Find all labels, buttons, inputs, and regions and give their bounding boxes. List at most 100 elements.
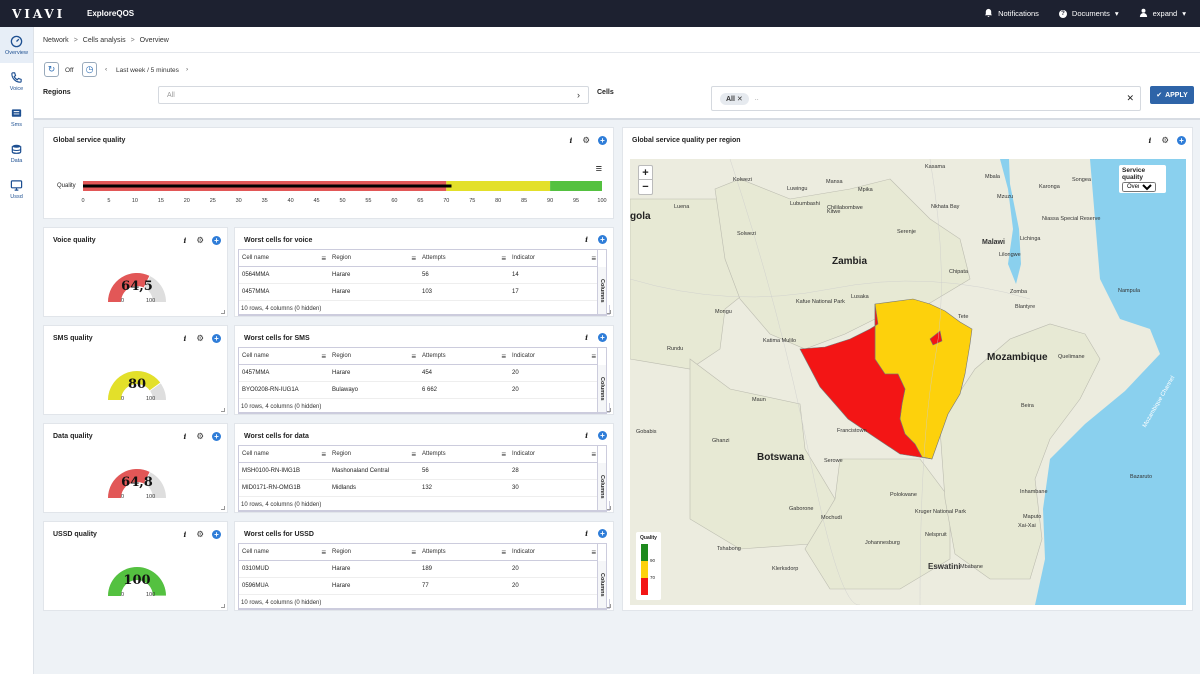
gear-icon[interactable]: ⚙ xyxy=(196,529,204,539)
cells-input[interactable]: .. xyxy=(754,95,759,102)
resize-handle[interactable] xyxy=(221,506,225,510)
period-prev-button[interactable]: ‹ xyxy=(105,66,108,73)
column-header[interactable]: Attempts ≡ xyxy=(419,348,509,364)
nav-item-overview[interactable]: Overview xyxy=(0,27,33,63)
column-header[interactable]: Attempts ≡ xyxy=(419,446,509,462)
resize-handle[interactable] xyxy=(221,310,225,314)
region-bad-harare[interactable] xyxy=(929,330,943,346)
table-row[interactable]: 0457MMA Harare 103 17 xyxy=(239,284,606,301)
user-menu[interactable]: expand ▾ xyxy=(1139,8,1186,19)
table-row[interactable]: 0596MUA Harare 77 20 xyxy=(239,578,606,595)
column-header[interactable]: Region ≡ xyxy=(329,446,419,462)
add-icon[interactable]: + xyxy=(598,136,607,145)
info-icon[interactable]: i xyxy=(569,136,573,145)
menu-icon[interactable]: ≡ xyxy=(591,449,596,459)
table-row[interactable]: MID0171-RN-OMG1B Midlands 132 30 xyxy=(239,480,606,497)
breadcrumb-network[interactable]: Network xyxy=(43,37,69,44)
info-icon[interactable]: i xyxy=(1148,136,1152,145)
apply-button[interactable]: ✔ APPLY xyxy=(1150,86,1194,104)
menu-icon[interactable]: ≡ xyxy=(501,547,506,557)
nav-item-sms[interactable]: Sms xyxy=(0,99,33,135)
region-map[interactable]: Zambia Malawi Mozambique Botswana Eswati… xyxy=(630,159,1186,605)
info-icon[interactable]: i xyxy=(585,529,588,538)
menu-icon[interactable]: ≡ xyxy=(591,547,596,557)
columns-toggle[interactable]: Columns xyxy=(597,561,606,609)
nav-item-voice[interactable]: Voice xyxy=(0,63,33,99)
table-row[interactable]: BYO0208-RN-IUG1A Bulawayo 6 662 20 xyxy=(239,382,606,399)
add-icon[interactable]: + xyxy=(598,529,607,538)
menu-icon[interactable]: ≡ xyxy=(321,253,326,263)
brand-logo[interactable]: VIAVI xyxy=(12,6,66,21)
add-icon[interactable]: + xyxy=(212,334,221,343)
column-header[interactable]: Attempts ≡ xyxy=(419,544,509,560)
resize-handle[interactable] xyxy=(607,310,611,314)
period-next-button[interactable]: › xyxy=(186,66,189,73)
column-header[interactable]: Cell name ≡ xyxy=(239,544,329,560)
menu-icon[interactable]: ≡ xyxy=(501,253,506,263)
cells-chip-all[interactable]: All ✕ xyxy=(720,92,749,105)
documents-menu[interactable]: ? Documents ▾ xyxy=(1058,9,1119,18)
columns-toggle[interactable]: Columns xyxy=(597,463,606,511)
resize-handle[interactable] xyxy=(607,604,611,608)
columns-toggle[interactable]: Columns xyxy=(597,267,606,315)
gear-icon[interactable]: ⚙ xyxy=(196,235,204,245)
add-icon[interactable]: + xyxy=(212,530,221,539)
notifications-button[interactable]: Notifications xyxy=(984,8,1039,19)
zoom-in-button[interactable]: + xyxy=(639,166,652,180)
gear-icon[interactable]: ⚙ xyxy=(1161,135,1169,145)
menu-icon[interactable]: ≡ xyxy=(321,547,326,557)
add-icon[interactable]: + xyxy=(212,236,221,245)
table-row[interactable]: 0310MUD Harare 189 20 xyxy=(239,561,606,578)
column-header[interactable]: Indicator ≡ xyxy=(509,544,599,560)
info-icon[interactable]: i xyxy=(183,236,187,245)
column-header[interactable]: Cell name ≡ xyxy=(239,250,329,266)
add-icon[interactable]: + xyxy=(1177,136,1186,145)
clock-button[interactable]: ◷ xyxy=(82,62,97,77)
column-header[interactable]: Indicator ≡ xyxy=(509,348,599,364)
info-icon[interactable]: i xyxy=(183,530,187,539)
refresh-button[interactable]: ↻ xyxy=(44,62,59,77)
column-header[interactable]: Region ≡ xyxy=(329,348,419,364)
column-header[interactable]: Cell name ≡ xyxy=(239,446,329,462)
table-row[interactable]: 0564MMA Harare 56 14 xyxy=(239,267,606,284)
breadcrumb-cells-analysis[interactable]: Cells analysis xyxy=(82,37,126,44)
column-header[interactable]: Indicator ≡ xyxy=(509,446,599,462)
menu-icon[interactable]: ≡ xyxy=(321,351,326,361)
info-icon[interactable]: i xyxy=(585,235,588,244)
nav-item-data[interactable]: Data xyxy=(0,135,33,171)
menu-icon[interactable]: ≡ xyxy=(591,351,596,361)
cells-select[interactable]: All ✕ .. ✕ xyxy=(711,86,1141,111)
column-header[interactable]: Region ≡ xyxy=(329,250,419,266)
add-icon[interactable]: + xyxy=(598,431,607,440)
zoom-out-button[interactable]: − xyxy=(642,181,649,193)
table-row[interactable]: 0457MMA Harare 454 20 xyxy=(239,365,606,382)
table-row[interactable]: MSH0100-RN-IMG1B Mashonaland Central 56 28 xyxy=(239,463,606,480)
column-header[interactable]: Attempts ≡ xyxy=(419,250,509,266)
menu-icon[interactable]: ≡ xyxy=(321,449,326,459)
info-icon[interactable]: i xyxy=(585,431,588,440)
menu-icon[interactable]: ≡ xyxy=(595,163,602,175)
menu-icon[interactable]: ≡ xyxy=(411,253,416,263)
menu-icon[interactable]: ≡ xyxy=(411,351,416,361)
nav-item-ussd[interactable]: Ussd xyxy=(0,171,33,207)
resize-handle[interactable] xyxy=(607,408,611,412)
column-header[interactable]: Region ≡ xyxy=(329,544,419,560)
add-icon[interactable]: + xyxy=(598,333,607,342)
columns-toggle[interactable]: Columns xyxy=(597,365,606,413)
resize-handle[interactable] xyxy=(221,408,225,412)
gear-icon[interactable]: ⚙ xyxy=(582,135,590,145)
menu-icon[interactable]: ≡ xyxy=(501,351,506,361)
add-icon[interactable]: + xyxy=(212,432,221,441)
period-label[interactable]: Last week / 5 minutes xyxy=(116,67,179,74)
clear-icon[interactable]: ✕ xyxy=(1126,93,1134,103)
gear-icon[interactable]: ⚙ xyxy=(196,431,204,441)
service-quality-select[interactable]: Overall xyxy=(1122,182,1156,192)
column-header[interactable]: Indicator ≡ xyxy=(509,250,599,266)
column-header[interactable]: Cell name ≡ xyxy=(239,348,329,364)
resize-handle[interactable] xyxy=(221,604,225,608)
info-icon[interactable]: i xyxy=(183,432,187,441)
region-bad-west[interactable] xyxy=(799,303,933,460)
menu-icon[interactable]: ≡ xyxy=(501,449,506,459)
menu-icon[interactable]: ≡ xyxy=(591,253,596,263)
regions-select[interactable]: All › xyxy=(158,86,589,104)
